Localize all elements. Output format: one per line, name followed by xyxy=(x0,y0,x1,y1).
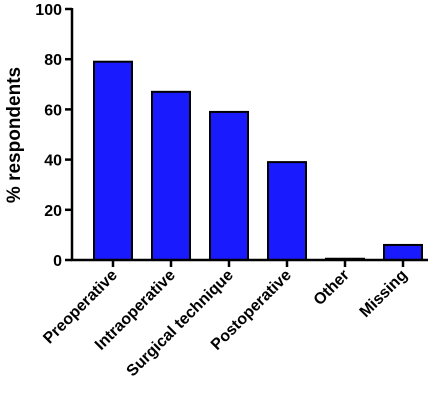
bar-missing xyxy=(383,243,423,262)
bar-intraoperative xyxy=(151,90,191,261)
y-axis-title: % respondents xyxy=(4,67,25,203)
y-tick-label-60: 60 xyxy=(44,102,62,119)
x-tick-label-missing: Missing xyxy=(357,267,411,321)
plot-area: 020406080100PreoperativeIntraoperativeSu… xyxy=(35,2,428,380)
y-tick-label-20: 20 xyxy=(44,203,62,220)
y-tick-label-40: 40 xyxy=(44,153,62,170)
y-tick-label-80: 80 xyxy=(44,52,62,69)
x-tick-label-other: Other xyxy=(311,267,353,309)
bar-postoperative xyxy=(267,161,307,261)
bar-surgical-technique xyxy=(209,110,249,261)
x-tick-label-surgical-technique: Surgical technique xyxy=(124,267,237,380)
bar-preoperative xyxy=(93,60,133,261)
y-tick-label-100: 100 xyxy=(35,2,62,19)
y-tick-label-0: 0 xyxy=(53,253,62,270)
